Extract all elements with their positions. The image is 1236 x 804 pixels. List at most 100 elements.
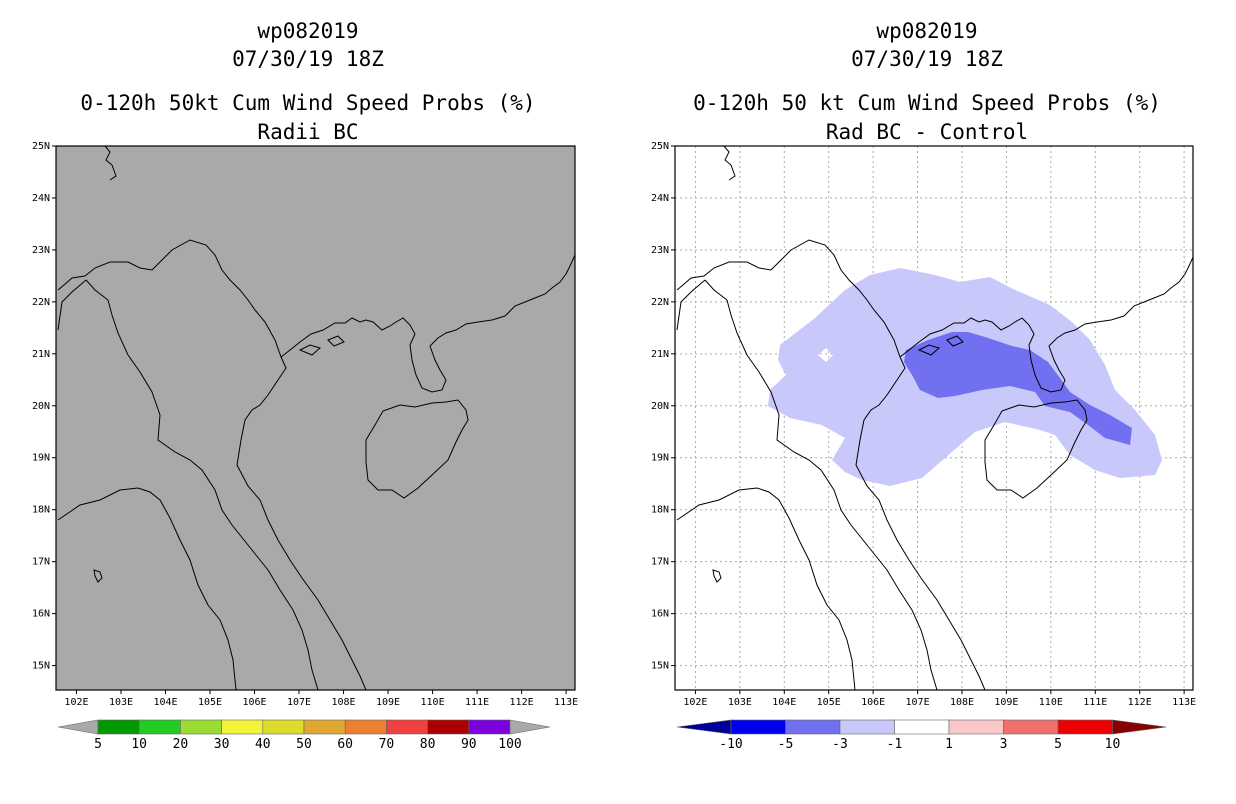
lon-tick-label: 112E bbox=[1128, 697, 1152, 708]
colorbar-box bbox=[839, 719, 895, 735]
colorbar-box bbox=[262, 719, 305, 735]
right-panel: wp082019 07/30/19 18Z 0-120h 50 kt Cum W… bbox=[651, 19, 1196, 752]
lon-tick-label: 111E bbox=[465, 697, 489, 708]
lat-tick-label: 21N bbox=[651, 349, 669, 360]
lat-tick-label: 23N bbox=[32, 245, 50, 256]
colorbar-label: -3 bbox=[832, 737, 848, 752]
lon-tick-label: 110E bbox=[1039, 697, 1063, 708]
colorbar-label: 90 bbox=[461, 737, 477, 752]
lat-tick-label: 21N bbox=[32, 349, 50, 360]
lon-tick-label: 107E bbox=[287, 697, 311, 708]
right-map-frame bbox=[674, 145, 1194, 691]
colorbar-box bbox=[303, 719, 346, 735]
left-title-line4: Radii BC bbox=[257, 120, 358, 144]
colorbar-under-triangle bbox=[676, 719, 732, 735]
colorbar-under-triangle bbox=[57, 719, 99, 735]
colorbar-label: -1 bbox=[887, 737, 903, 752]
left-map-frame bbox=[55, 145, 576, 691]
colorbar-box bbox=[468, 719, 511, 735]
colorbar-label: 3 bbox=[1000, 737, 1008, 752]
colorbar-over-triangle bbox=[1112, 719, 1167, 735]
colorbar-label: 10 bbox=[1105, 737, 1121, 752]
lat-tick-label: 20N bbox=[32, 401, 50, 412]
colorbar-box bbox=[785, 719, 841, 735]
lat-tick-label: 19N bbox=[32, 453, 50, 464]
lon-tick-label: 109E bbox=[994, 697, 1018, 708]
colorbar-label: 30 bbox=[214, 737, 230, 752]
colorbar-box bbox=[1057, 719, 1113, 735]
lon-tick-label: 104E bbox=[772, 697, 796, 708]
colorbar-label: 80 bbox=[420, 737, 436, 752]
colorbar-label: 10 bbox=[131, 737, 147, 752]
lon-tick-label: 103E bbox=[109, 697, 133, 708]
lon-tick-label: 102E bbox=[64, 697, 88, 708]
lat-tick-label: 16N bbox=[32, 609, 50, 620]
colorbar-label: 100 bbox=[498, 737, 521, 752]
lon-tick-label: 102E bbox=[683, 697, 707, 708]
lat-tick-label: 20N bbox=[651, 401, 669, 412]
lat-tick-label: 23N bbox=[651, 245, 669, 256]
lat-tick-label: 15N bbox=[651, 661, 669, 672]
colorbar-label: 1 bbox=[945, 737, 953, 752]
lon-tick-label: 105E bbox=[817, 697, 841, 708]
left-map-background bbox=[56, 146, 575, 690]
colorbar-label: 40 bbox=[255, 737, 271, 752]
left-title-line2: 07/30/19 18Z bbox=[232, 47, 384, 71]
lat-tick-label: 22N bbox=[651, 297, 669, 308]
right-colorbar: -10 -5 -3 -1 1 3 5 10 bbox=[676, 719, 1167, 752]
lat-tick-label: 22N bbox=[32, 297, 50, 308]
colorbar-box bbox=[97, 719, 140, 735]
lat-tick-label: 24N bbox=[32, 193, 50, 204]
lat-tick-label: 17N bbox=[651, 557, 669, 568]
lon-tick-label: 113E bbox=[1172, 697, 1196, 708]
colorbar-label: -5 bbox=[778, 737, 794, 752]
left-panel: wp082019 07/30/19 18Z 0-120h 50kt Cum Wi… bbox=[32, 19, 578, 752]
colorbar-box bbox=[221, 719, 264, 735]
right-title-line4: Rad BC - Control bbox=[826, 120, 1028, 144]
right-title-line3: 0-120h 50 kt Cum Wind Speed Probs (%) bbox=[693, 91, 1161, 115]
right-title-line2: 07/30/19 18Z bbox=[851, 47, 1003, 71]
colorbar-box bbox=[386, 719, 428, 735]
colorbar-over-triangle bbox=[509, 719, 551, 735]
lat-tick-label: 15N bbox=[32, 661, 50, 672]
lon-tick-label: 108E bbox=[950, 697, 974, 708]
lon-tick-label: 106E bbox=[861, 697, 885, 708]
left-title-line3: 0-120h 50kt Cum Wind Speed Probs (%) bbox=[80, 91, 535, 115]
difference-shade-medium bbox=[904, 332, 1132, 445]
left-axis-ticks: 25N 24N 23N 22N 21N 20N 19N 18N 17N 16N 15N 102E 103… bbox=[32, 141, 578, 708]
lat-tick-label: 16N bbox=[651, 609, 669, 620]
lon-tick-label: 111E bbox=[1083, 697, 1107, 708]
lon-tick-label: 103E bbox=[728, 697, 752, 708]
left-colorbar: 5 10 20 30 40 50 60 70 80 90 100 bbox=[57, 719, 551, 752]
colorbar-label: 5 bbox=[1054, 737, 1062, 752]
lat-tick-label: 25N bbox=[651, 141, 669, 152]
colorbar-label: -10 bbox=[719, 737, 742, 752]
colorbar-box bbox=[427, 719, 470, 735]
lon-tick-label: 108E bbox=[331, 697, 355, 708]
colorbar-label: 20 bbox=[173, 737, 189, 752]
lon-tick-label: 105E bbox=[198, 697, 222, 708]
lon-tick-label: 112E bbox=[510, 697, 534, 708]
lon-tick-label: 104E bbox=[153, 697, 177, 708]
colorbar-label: 50 bbox=[296, 737, 312, 752]
lon-tick-label: 113E bbox=[554, 697, 578, 708]
colorbar-label: 70 bbox=[379, 737, 395, 752]
lat-tick-label: 19N bbox=[651, 453, 669, 464]
colorbar-label: 5 bbox=[94, 737, 102, 752]
colorbar-box bbox=[894, 719, 950, 735]
colorbar-box bbox=[180, 719, 222, 735]
colorbar-box bbox=[138, 719, 181, 735]
right-title-line1: wp082019 bbox=[876, 19, 977, 43]
lon-tick-label: 107E bbox=[906, 697, 930, 708]
colorbar-label: 60 bbox=[337, 737, 353, 752]
lon-tick-label: 109E bbox=[376, 697, 400, 708]
lat-tick-label: 18N bbox=[651, 505, 669, 516]
lon-tick-label: 110E bbox=[421, 697, 445, 708]
right-axis-ticks: 25N 24N 23N 22N 21N 20N 19N 18N 17N 16N 15N 102E 103… bbox=[651, 141, 1196, 708]
colorbar-box bbox=[948, 719, 1004, 735]
colorbar-box bbox=[730, 719, 786, 735]
left-title-line1: wp082019 bbox=[257, 19, 358, 43]
lat-tick-label: 24N bbox=[651, 193, 669, 204]
lon-tick-label: 106E bbox=[242, 697, 266, 708]
